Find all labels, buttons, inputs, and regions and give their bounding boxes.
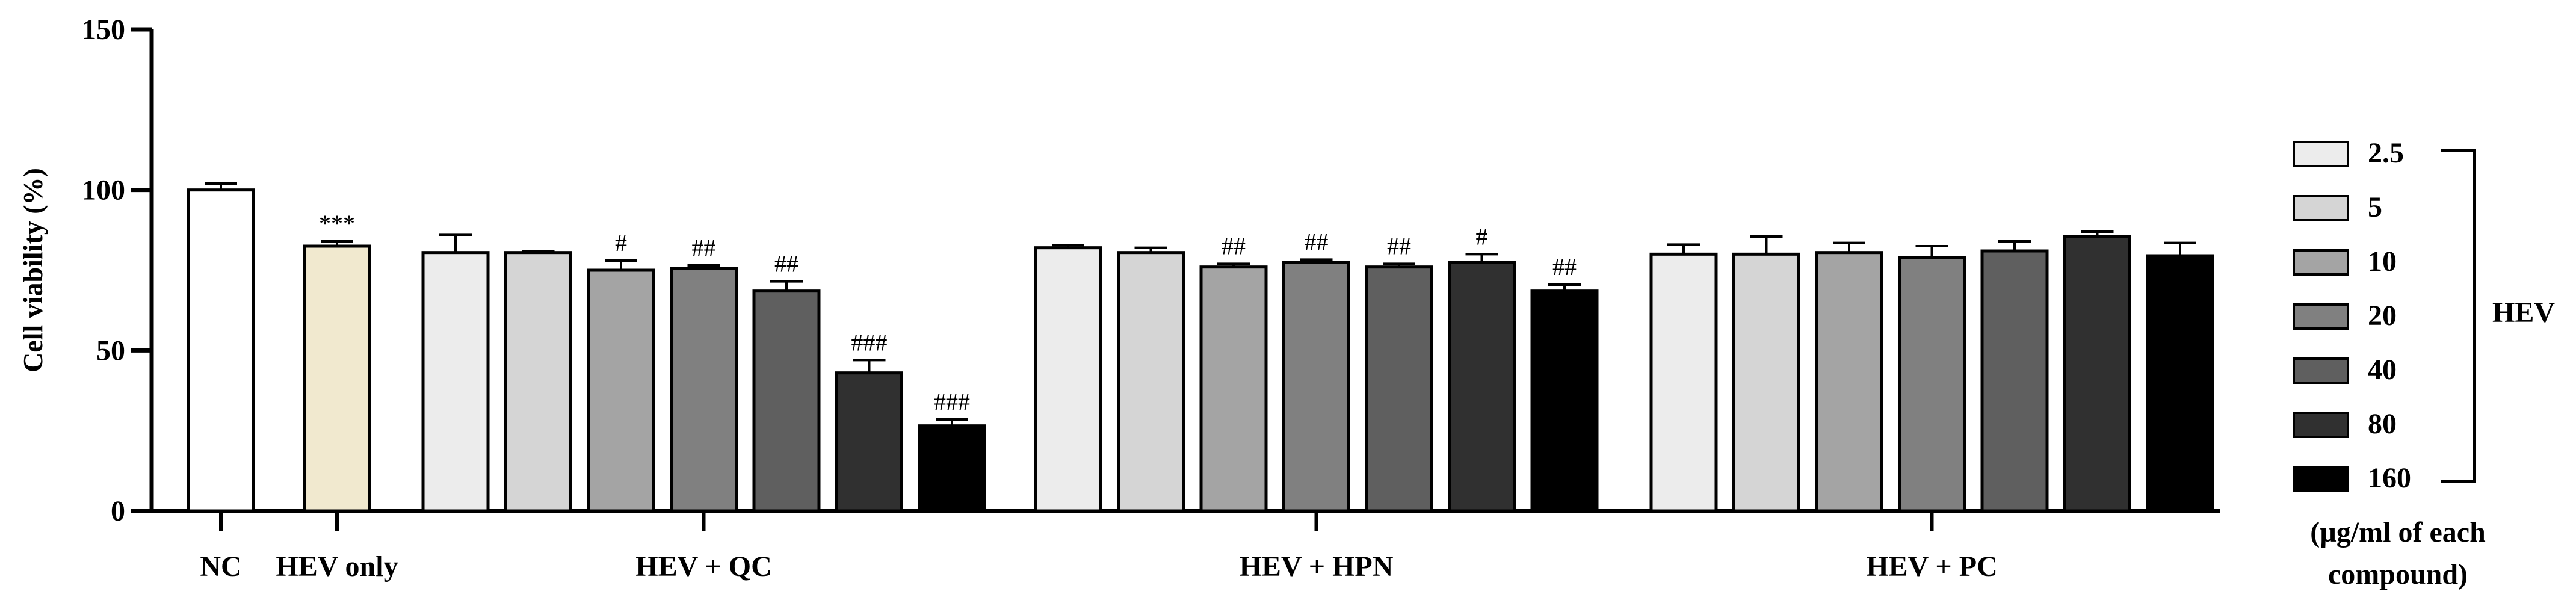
control-1-bar xyxy=(303,244,371,513)
group-0-dose-6-bar xyxy=(918,424,986,513)
legend-swatch xyxy=(2293,357,2349,384)
group-2-dose-1-bar xyxy=(1732,252,1800,513)
group-1-dose-0-bar xyxy=(1034,246,1102,513)
group-2-dose-0-bar xyxy=(1649,252,1718,513)
group-0-dose-5-significance-label: ### xyxy=(851,329,888,356)
y-tick-label: 100 xyxy=(82,175,125,206)
legend-swatch xyxy=(2293,412,2349,438)
group-2-dose-6-bar xyxy=(2146,254,2214,513)
group-0-dose-0-bar xyxy=(421,251,490,513)
group-0-dose-2-significance-label: # xyxy=(615,229,627,256)
legend-bracket-label: HEV xyxy=(2492,297,2555,329)
group-1-dose-6-bar xyxy=(1530,289,1599,513)
group-0-dose-6-significance-label: ### xyxy=(934,388,970,415)
group-0-dose-4-bar xyxy=(752,289,821,513)
group-0-dose-1-bar xyxy=(504,251,572,513)
group-2-dose-5-bar xyxy=(2063,235,2131,513)
legend-swatch xyxy=(2293,303,2349,330)
y-tick-label: 150 xyxy=(82,14,125,46)
legend-swatch xyxy=(2293,195,2349,221)
legend-label: 40 xyxy=(2368,354,2397,386)
group-1-dose-4-bar xyxy=(1365,265,1433,513)
group-2-dose-3-bar xyxy=(1898,256,1966,513)
group-1-dose-3-significance-label: ## xyxy=(1305,228,1329,255)
legend-label: 20 xyxy=(2368,300,2397,332)
legend-label: 160 xyxy=(2368,462,2411,494)
x-tick-label: HEV + PC xyxy=(1866,551,1997,583)
group-1-dose-5-bar xyxy=(1448,261,1516,513)
group-2-dose-4-bar xyxy=(1980,249,2049,513)
legend-label: 2.5 xyxy=(2368,137,2404,169)
group-1-dose-3-bar xyxy=(1282,261,1350,513)
x-tick-label: NC xyxy=(200,551,241,583)
group-1-dose-1-bar xyxy=(1117,251,1185,513)
legend-unit-note: (µg/ml of each xyxy=(2310,516,2486,548)
legend-label: 10 xyxy=(2368,246,2397,277)
y-tick-label: 0 xyxy=(111,495,125,527)
legend-swatch xyxy=(2293,249,2349,276)
legend-bracket xyxy=(2441,149,2476,483)
group-1-dose-6-significance-label: ## xyxy=(1552,253,1577,280)
y-tick-label: 50 xyxy=(96,335,125,366)
group-0-dose-3-significance-label: ## xyxy=(692,234,716,261)
group-0-dose-4-significance-label: ## xyxy=(774,250,798,277)
group-0-dose-2-bar xyxy=(587,268,655,513)
legend-swatch xyxy=(2293,466,2349,492)
group-0-dose-3-bar xyxy=(670,267,738,513)
group-1-dose-4-significance-label: ## xyxy=(1387,232,1411,259)
x-tick-label: HEV + HPN xyxy=(1240,551,1394,583)
legend-label: 5 xyxy=(2368,191,2382,223)
legend: 2.5 5 10 20 40 80 160 HEV (µg/ml of each compound… xyxy=(2293,137,2555,590)
legend-unit-note: compound) xyxy=(2328,558,2468,590)
group-1-dose-5-significance-label: # xyxy=(1476,223,1488,250)
y-axis-title: Cell viability (%) xyxy=(17,168,48,373)
legend-swatch xyxy=(2293,141,2349,167)
group-2-dose-2-bar xyxy=(1815,251,1883,513)
plot-area: 0 50 100 150 Cell viability (%) NC *** HEV only… xyxy=(17,14,2220,583)
group-0-dose-5-bar xyxy=(835,371,903,513)
x-tick-label: HEV + QC xyxy=(635,551,772,583)
x-tick-label: HEV only xyxy=(276,551,398,583)
legend-label: 80 xyxy=(2368,408,2397,440)
group-1-dose-2-bar xyxy=(1199,265,1268,513)
group-1-dose-2-significance-label: ## xyxy=(1222,232,1246,259)
control-0-bar xyxy=(187,188,255,513)
control-1-significance-label: *** xyxy=(319,210,355,237)
